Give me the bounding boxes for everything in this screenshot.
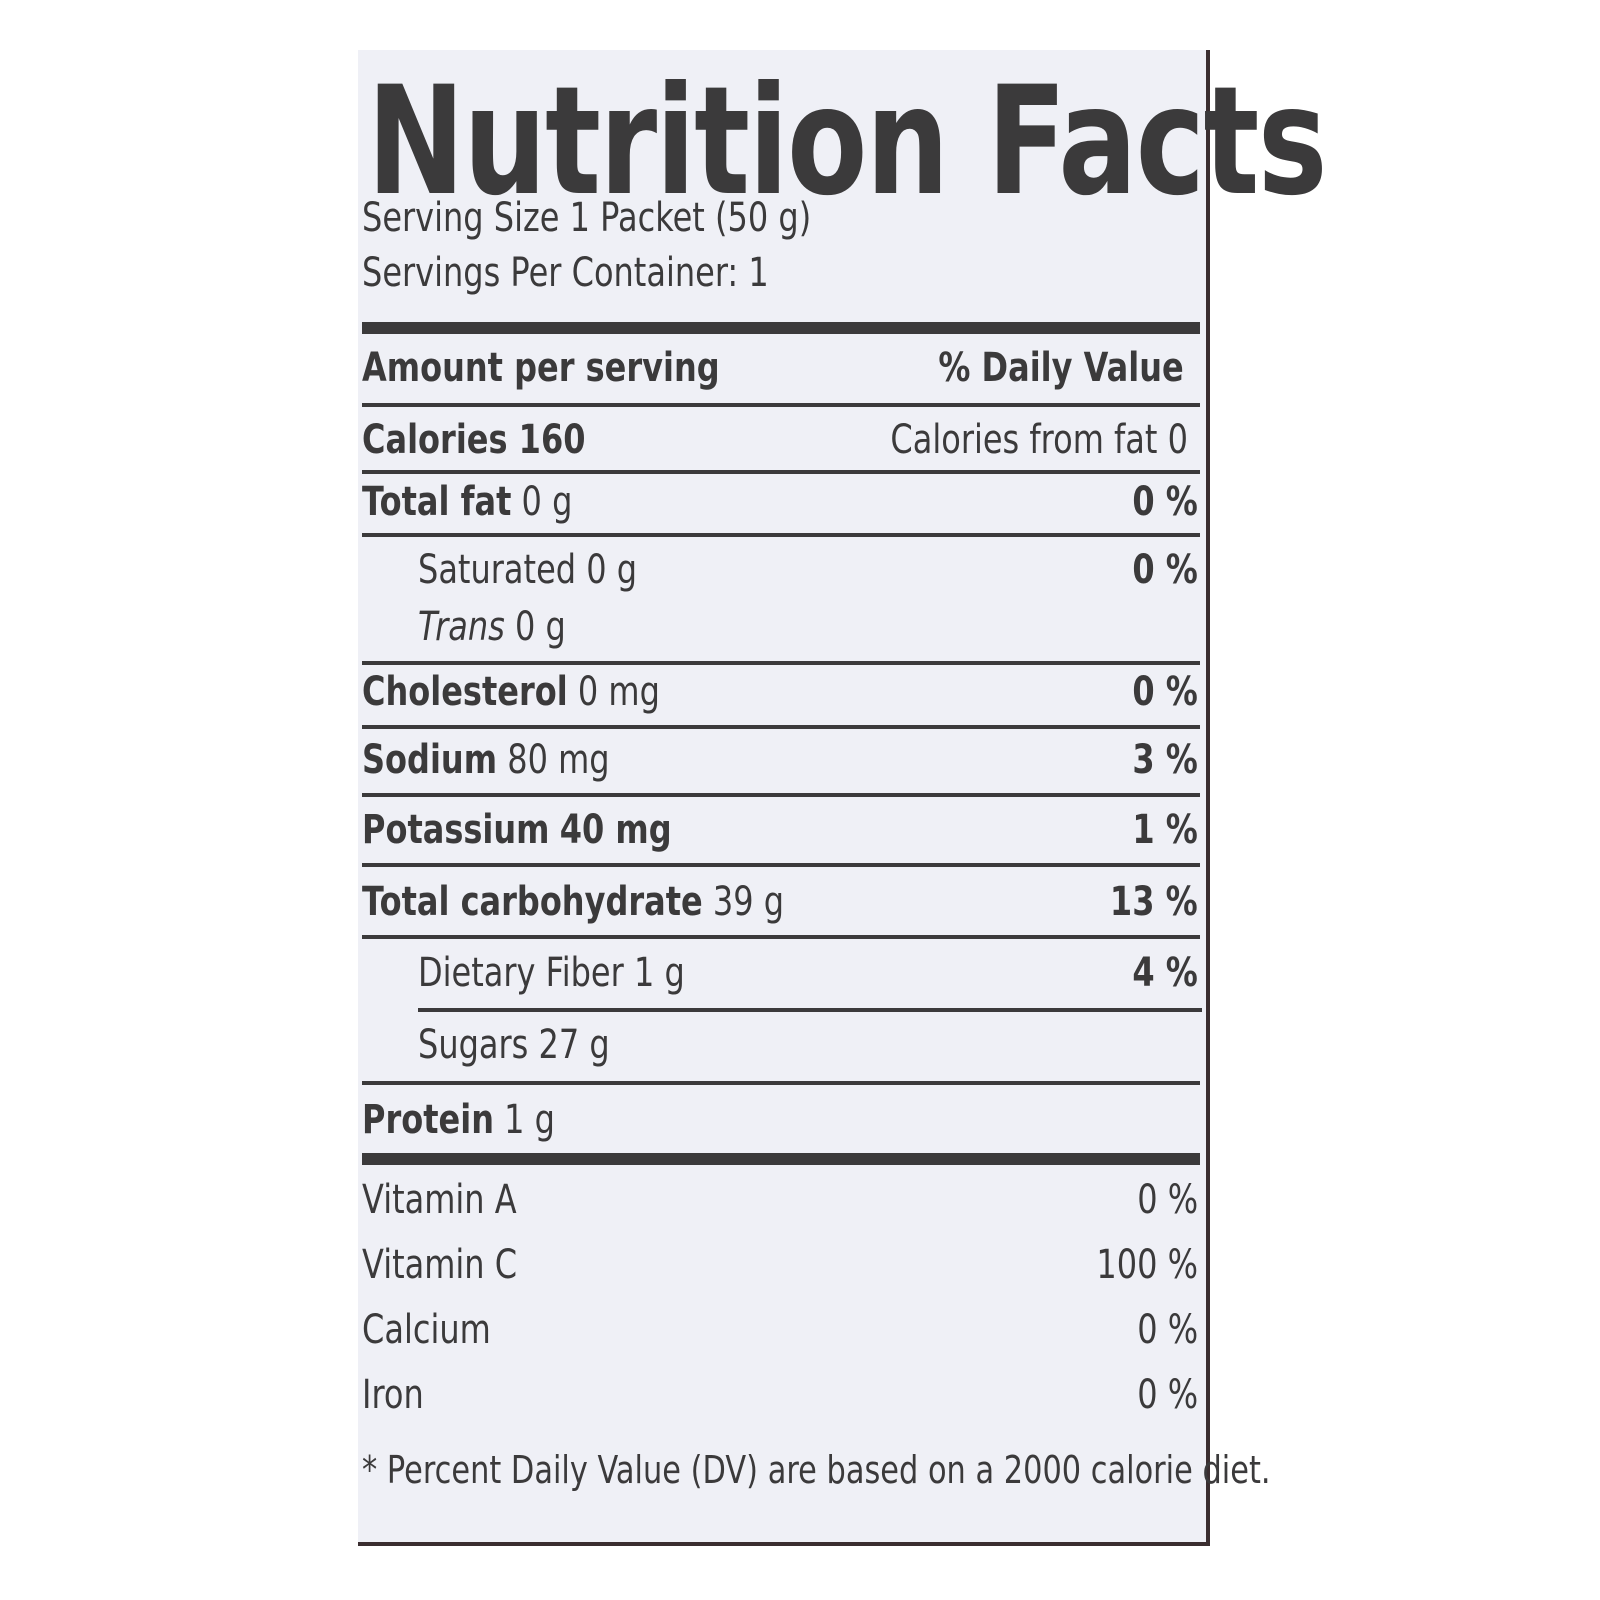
- serving-size: Serving Size 1 Packet (50 g): [362, 195, 812, 241]
- vitamin-row: Vitamin C 100 %: [362, 1242, 1198, 1288]
- nutrient-row: Sodium 80 mg 3 %: [362, 737, 1198, 783]
- nutrient-row: Sugars 27 g: [418, 1022, 610, 1068]
- calories-row: Calories 160 Calories from fat 0: [362, 417, 1188, 463]
- divider: [362, 403, 1200, 407]
- divider: [362, 533, 1200, 537]
- divider: [362, 935, 1200, 939]
- thick-divider: [362, 322, 1200, 334]
- nutrient-row: Dietary Fiber 1 g 4 %: [418, 950, 1198, 996]
- nutrition-label: [358, 50, 1210, 1546]
- divider: [362, 725, 1200, 729]
- servings-per-container: Servings Per Container: 1: [362, 250, 769, 296]
- header-row: Amount per serving % Daily Value: [362, 345, 1184, 391]
- vitamin-row: Calcium 0 %: [362, 1307, 1198, 1353]
- divider: [362, 863, 1200, 867]
- thick-divider: [362, 1153, 1200, 1165]
- nutrient-row: Potassium 40 mg 1 %: [362, 807, 1198, 853]
- divider: [362, 1081, 1200, 1085]
- nutrient-row: Total carbohydrate 39 g 13 %: [362, 879, 1198, 925]
- label-title: Nutrition Facts: [367, 55, 1327, 229]
- divider: [418, 1008, 1202, 1012]
- divider: [362, 793, 1200, 797]
- divider: [362, 470, 1200, 474]
- nutrient-row: Protein 1 g: [362, 1097, 555, 1143]
- divider: [362, 661, 1200, 665]
- nutrient-row: Saturated 0 g 0 %: [418, 547, 1198, 593]
- footnote: * Percent Daily Value (DV) are based on …: [362, 1448, 1271, 1492]
- vitamin-row: Vitamin A 0 %: [362, 1177, 1198, 1223]
- nutrient-row: Total fat 0 g 0 %: [362, 479, 1198, 525]
- nutrient-row: Trans 0 g: [418, 604, 566, 650]
- vitamin-row: Iron 0 %: [362, 1372, 1198, 1418]
- nutrient-row: Cholesterol 0 mg 0 %: [362, 669, 1198, 715]
